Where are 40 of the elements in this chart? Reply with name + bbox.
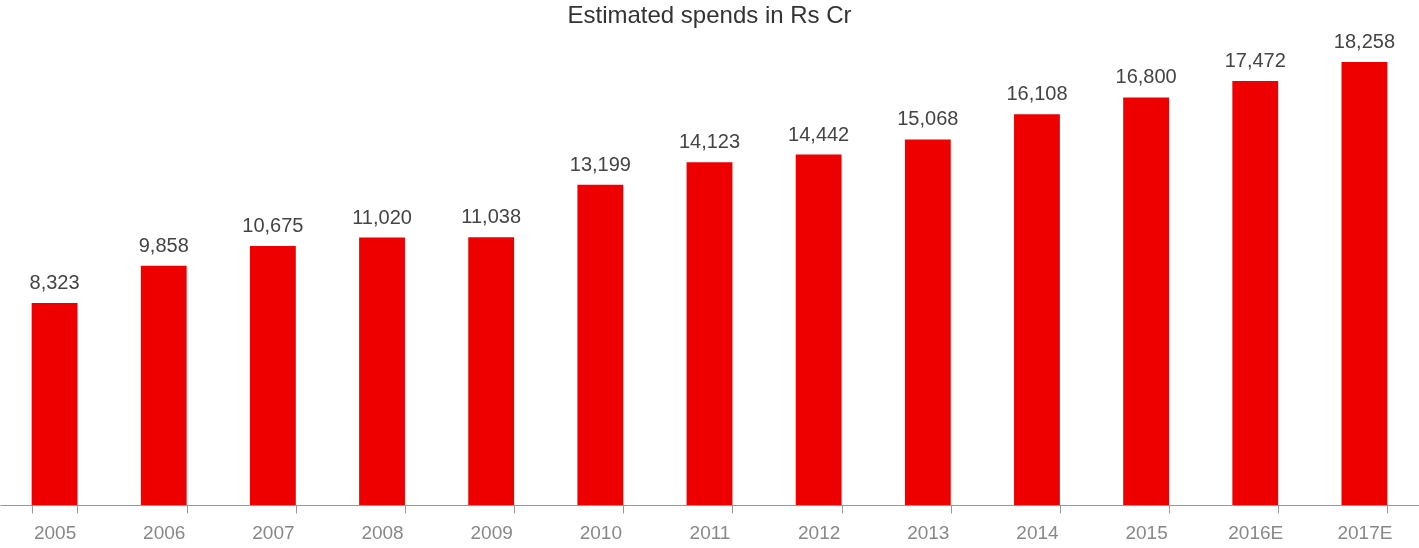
data-label: 16,800 [1115,65,1177,88]
x-tick-label: 2012 [798,521,841,543]
x-tick-label: 2014 [1016,521,1060,543]
data-label: 11,020 [352,205,412,228]
data-label: 11,038 [461,205,522,228]
x-tick-label: 2006 [143,521,186,543]
bar [31,303,78,505]
bar [249,245,296,505]
data-label: 10,675 [242,213,304,236]
bar [1341,62,1388,505]
x-tick-label: 2005 [33,521,77,543]
data-label: 14,442 [788,122,850,145]
bar [468,237,515,505]
data-label: 9,858 [138,233,189,256]
bar [904,139,951,505]
bar [1123,97,1170,505]
bar [1014,114,1060,505]
data-label: 8,323 [29,271,80,294]
x-tick-label: 2009 [470,521,513,543]
chart-title: Estimated spends in Rs Cr [567,1,852,28]
bar [577,184,624,505]
x-tick-label: 2017E [1337,521,1393,543]
x-tick-label: 2013 [907,521,950,543]
bar [1232,81,1279,505]
bar [140,265,187,505]
x-tick-label: 2016E [1228,521,1284,543]
data-label: 17,472 [1224,49,1286,72]
bar [795,154,842,505]
data-label: 18,258 [1333,30,1396,52]
x-tick-label: 2008 [361,521,404,543]
data-label: 15,068 [897,107,959,130]
x-tick-label: 2015 [1125,521,1168,543]
x-tick-label: 2011 [689,521,731,543]
data-label: 14,123 [678,130,741,153]
data-label: 16,108 [1006,82,1068,105]
x-tick-label: 2007 [252,521,295,543]
bar [359,237,405,505]
bar [686,162,733,505]
data-label: 13,199 [569,152,631,175]
x-tick-label: 2010 [579,521,622,543]
